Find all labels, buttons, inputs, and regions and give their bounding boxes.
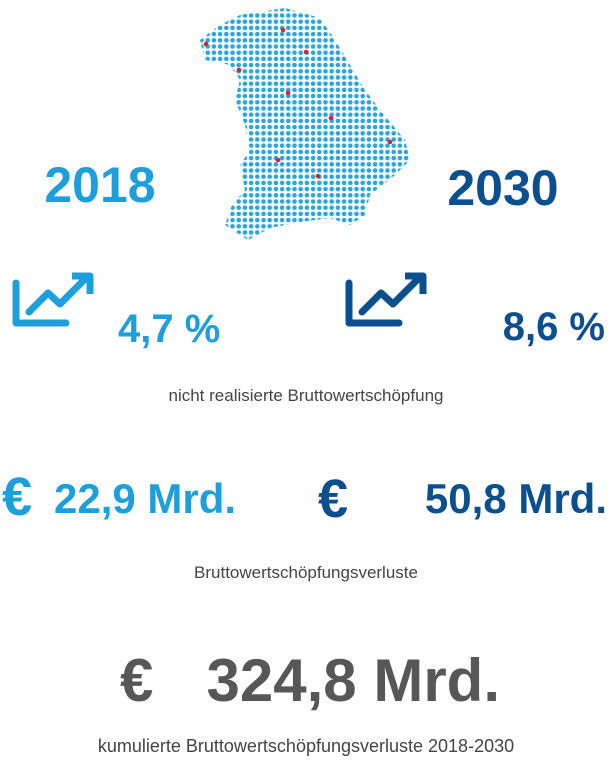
amount-right: 50,8 Mrd.	[425, 475, 607, 522]
growth-icon-right	[345, 272, 427, 327]
loss-caption: Bruttowertschöpfungsverluste	[194, 563, 418, 582]
currency-right: €	[318, 469, 348, 529]
percent-right: 8,6 %	[503, 305, 605, 349]
percent-caption: nicht realisierte Bruttowertschöpfung	[169, 386, 444, 405]
growth-icon-left	[12, 272, 94, 327]
total-currency: €	[120, 647, 153, 714]
year-left: 2018	[44, 157, 155, 213]
year-right: 2030	[447, 160, 558, 216]
total-caption: kumulierte Bruttowertschöpfungsverluste …	[98, 736, 514, 756]
amount-left: 22,9 Mrd.	[54, 475, 236, 522]
total-amount: 324,8 Mrd.	[207, 647, 500, 714]
percent-left: 4,7 %	[118, 307, 220, 351]
bavaria-map	[200, 8, 410, 240]
currency-left: €	[2, 467, 32, 527]
